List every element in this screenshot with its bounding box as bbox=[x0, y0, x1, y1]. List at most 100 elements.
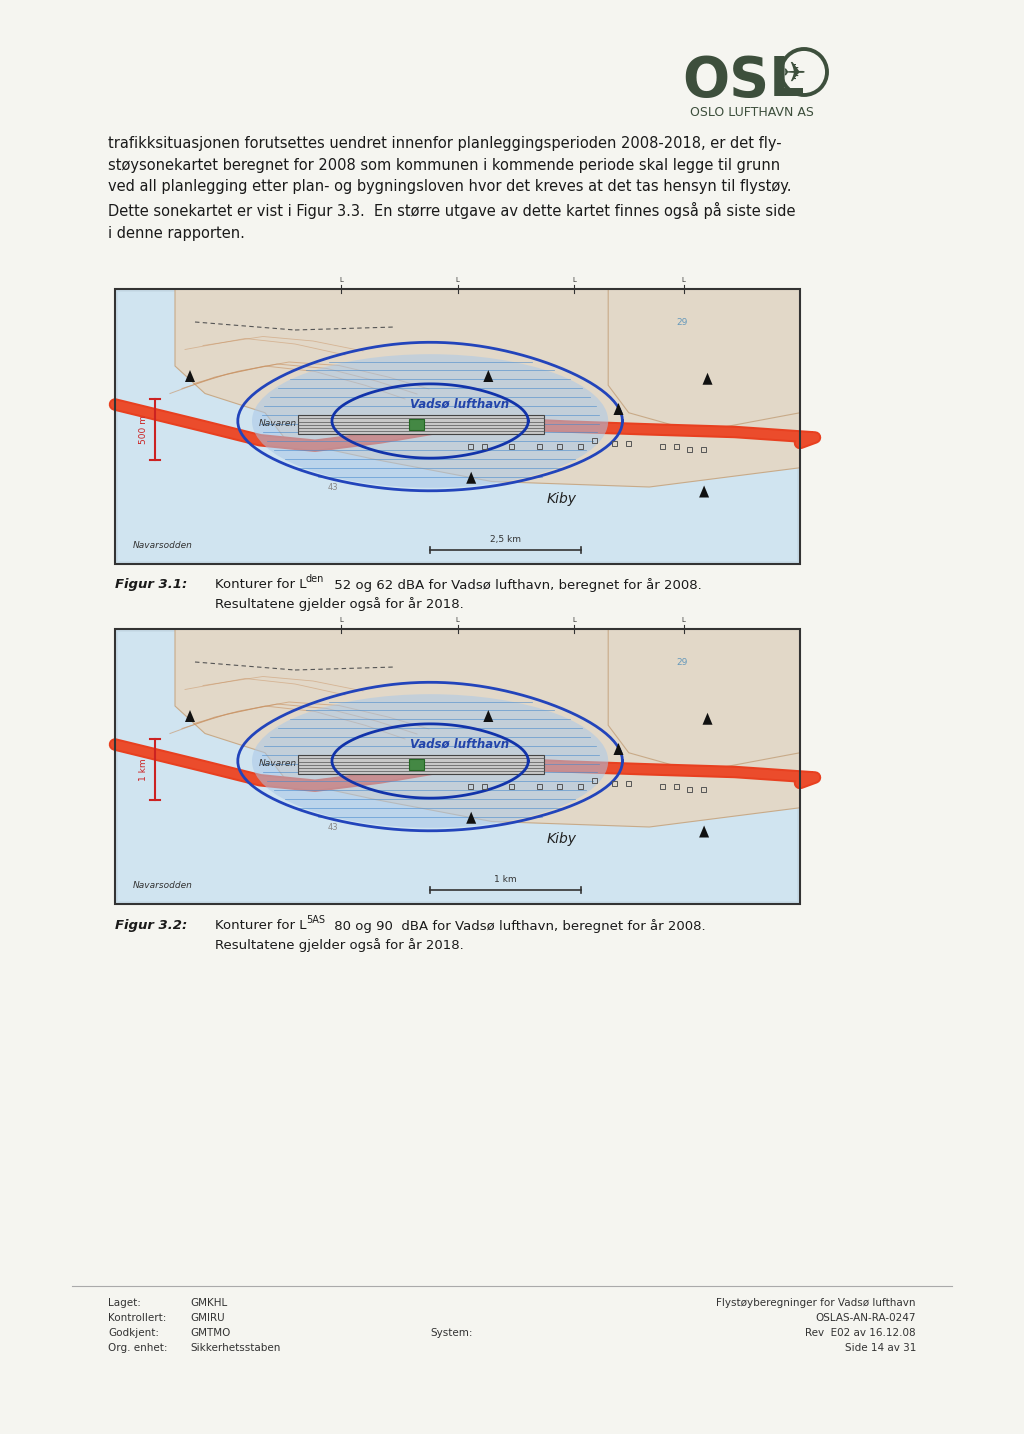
Text: ✈: ✈ bbox=[782, 60, 806, 87]
Text: Kiby: Kiby bbox=[547, 833, 577, 846]
Text: Navaren: Navaren bbox=[259, 420, 297, 429]
Polygon shape bbox=[613, 743, 624, 754]
Bar bbox=[578, 784, 583, 789]
Text: 1 km: 1 km bbox=[138, 759, 147, 780]
Bar bbox=[409, 759, 424, 770]
Bar bbox=[612, 782, 617, 786]
Bar bbox=[674, 443, 679, 449]
Text: Konturer for L: Konturer for L bbox=[198, 919, 306, 932]
Polygon shape bbox=[613, 403, 624, 414]
Polygon shape bbox=[466, 472, 476, 483]
Bar bbox=[701, 446, 707, 452]
Text: 43: 43 bbox=[328, 823, 338, 832]
Bar bbox=[626, 442, 631, 446]
Bar bbox=[298, 756, 545, 774]
Text: Resultatene gjelder også for år 2018.: Resultatene gjelder også for år 2018. bbox=[198, 597, 464, 611]
Text: Navaren: Navaren bbox=[259, 760, 297, 769]
Text: GMKHL: GMKHL bbox=[190, 1298, 227, 1308]
Text: Rev  E02 av 16.12.08: Rev E02 av 16.12.08 bbox=[805, 1328, 916, 1338]
Bar bbox=[409, 419, 424, 430]
Text: L: L bbox=[682, 277, 685, 282]
Text: Sikkerhetsstaben: Sikkerhetsstaben bbox=[190, 1344, 281, 1354]
Bar bbox=[687, 446, 692, 452]
Bar bbox=[468, 443, 473, 449]
Polygon shape bbox=[185, 370, 195, 381]
Text: L: L bbox=[682, 617, 685, 622]
Text: 29: 29 bbox=[677, 318, 688, 327]
Text: Konturer for L: Konturer for L bbox=[198, 578, 306, 591]
Text: OSLO LUFTHAVN AS: OSLO LUFTHAVN AS bbox=[690, 106, 814, 119]
Bar bbox=[118, 632, 797, 901]
Text: Vadsø lufthavn: Vadsø lufthavn bbox=[410, 397, 509, 410]
Polygon shape bbox=[608, 290, 800, 432]
Text: Kiby: Kiby bbox=[547, 492, 577, 506]
Bar bbox=[687, 786, 692, 792]
Bar bbox=[115, 290, 800, 564]
Text: L: L bbox=[456, 277, 460, 282]
Bar bbox=[660, 443, 665, 449]
Text: Resultatene gjelder også for år 2018.: Resultatene gjelder også for år 2018. bbox=[198, 938, 464, 952]
Bar bbox=[592, 439, 597, 443]
Bar bbox=[115, 630, 800, 903]
Text: OSL: OSL bbox=[682, 54, 805, 108]
Bar bbox=[557, 443, 562, 449]
Text: Figur 3.1:: Figur 3.1: bbox=[115, 578, 187, 591]
Text: System:: System: bbox=[430, 1328, 472, 1338]
Bar bbox=[537, 784, 542, 789]
Polygon shape bbox=[175, 290, 800, 488]
Text: Org. enhet:: Org. enhet: bbox=[108, 1344, 168, 1354]
Text: Side 14 av 31: Side 14 av 31 bbox=[845, 1344, 916, 1354]
Polygon shape bbox=[175, 630, 800, 827]
Text: den: den bbox=[306, 574, 325, 584]
Text: 29: 29 bbox=[677, 658, 688, 667]
Text: 1 km: 1 km bbox=[495, 875, 517, 883]
Bar bbox=[674, 784, 679, 789]
Text: 500 m: 500 m bbox=[138, 414, 147, 443]
Text: Godkjent:: Godkjent: bbox=[108, 1328, 159, 1338]
Bar bbox=[557, 784, 562, 789]
Ellipse shape bbox=[252, 354, 608, 488]
Bar bbox=[701, 786, 707, 792]
Bar bbox=[482, 443, 486, 449]
Text: GMIRU: GMIRU bbox=[190, 1314, 224, 1324]
Text: L: L bbox=[339, 617, 343, 622]
Bar bbox=[298, 414, 545, 435]
Polygon shape bbox=[466, 812, 476, 823]
Bar bbox=[660, 784, 665, 789]
Polygon shape bbox=[483, 370, 494, 381]
Bar bbox=[626, 782, 631, 786]
Text: Figur 3.2:: Figur 3.2: bbox=[115, 919, 187, 932]
Bar bbox=[592, 779, 597, 783]
Text: trafikksituasjonen forutsettes uendret innenfor planleggingsperioden 2008-2018, : trafikksituasjonen forutsettes uendret i… bbox=[108, 136, 796, 241]
Polygon shape bbox=[699, 826, 709, 837]
Text: L: L bbox=[339, 277, 343, 282]
Bar bbox=[509, 443, 514, 449]
Text: 43: 43 bbox=[328, 483, 338, 492]
Text: Navarsodden: Navarsodden bbox=[133, 880, 193, 891]
Ellipse shape bbox=[252, 694, 608, 827]
Bar bbox=[578, 443, 583, 449]
Text: Vadsø lufthavn: Vadsø lufthavn bbox=[410, 737, 509, 750]
Polygon shape bbox=[608, 630, 800, 771]
Text: Flystøyberegninger for Vadsø lufthavn: Flystøyberegninger for Vadsø lufthavn bbox=[717, 1298, 916, 1308]
Text: OSLAS-AN-RA-0247: OSLAS-AN-RA-0247 bbox=[815, 1314, 916, 1324]
Text: GMTMO: GMTMO bbox=[190, 1328, 230, 1338]
Text: L: L bbox=[572, 277, 575, 282]
Bar bbox=[509, 784, 514, 789]
Bar bbox=[612, 442, 617, 446]
Polygon shape bbox=[699, 486, 709, 498]
Polygon shape bbox=[483, 710, 494, 721]
Text: 5AS: 5AS bbox=[306, 915, 325, 925]
Text: 52 og 62 dBA for Vadsø lufthavn, beregnet for år 2008.: 52 og 62 dBA for Vadsø lufthavn, beregne… bbox=[330, 578, 701, 592]
Text: Kontrollert:: Kontrollert: bbox=[108, 1314, 166, 1324]
Text: L: L bbox=[456, 617, 460, 622]
Bar bbox=[115, 630, 800, 903]
Text: 2,5 km: 2,5 km bbox=[489, 535, 521, 543]
Text: Laget:: Laget: bbox=[108, 1298, 141, 1308]
Bar bbox=[482, 784, 486, 789]
Polygon shape bbox=[702, 713, 713, 724]
Polygon shape bbox=[185, 710, 195, 721]
Bar bbox=[468, 784, 473, 789]
Bar bbox=[118, 293, 797, 561]
Text: L: L bbox=[572, 617, 575, 622]
